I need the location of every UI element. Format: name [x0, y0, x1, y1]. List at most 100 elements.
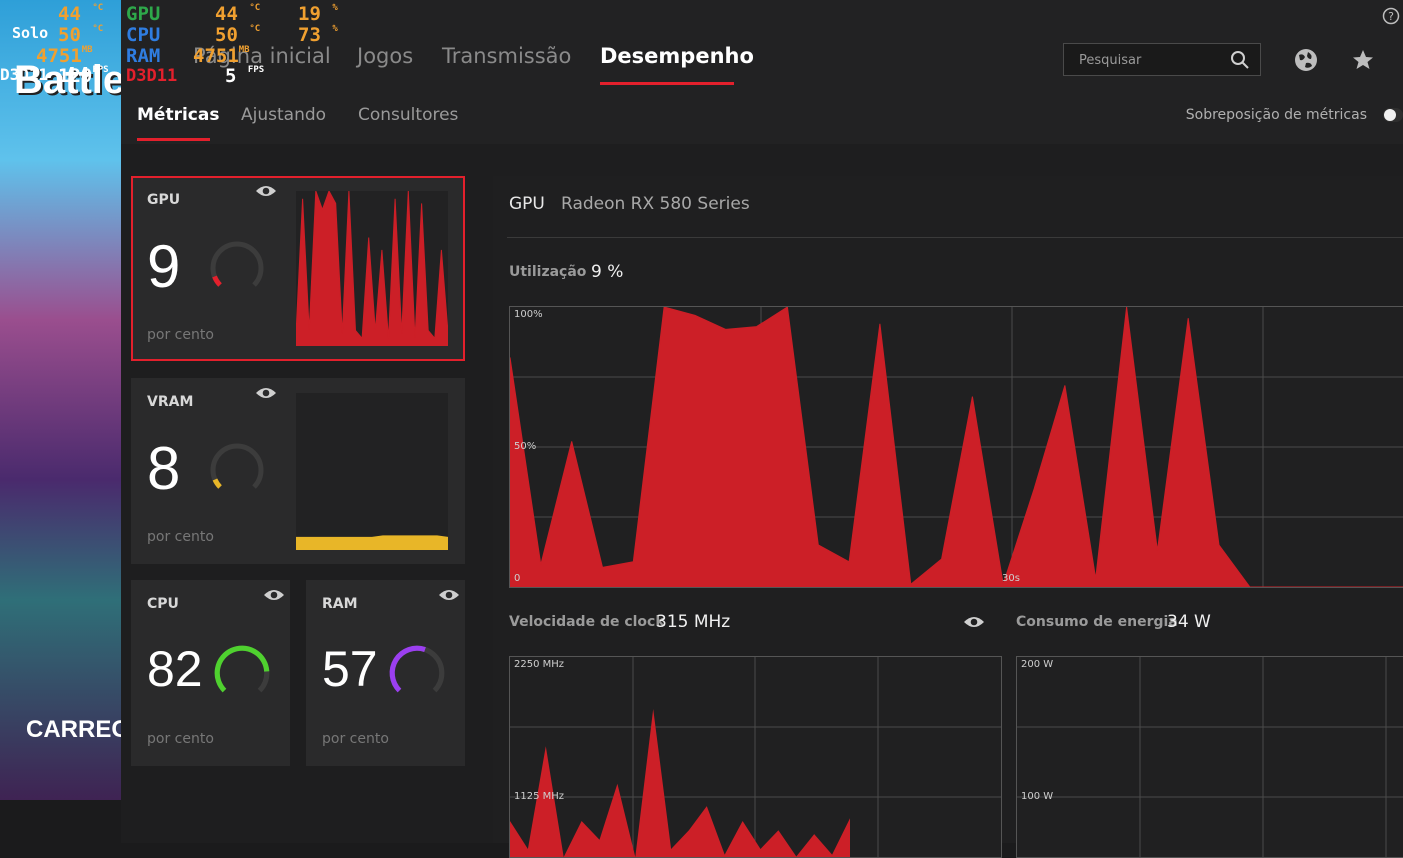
power-value: 34 W — [1167, 612, 1211, 632]
vram-gauge — [210, 443, 264, 489]
power-axis-mid: 100 W — [1021, 791, 1054, 802]
util-axis-mid: 50% — [514, 441, 537, 452]
hud-cpu-load: 73 — [298, 24, 321, 46]
hud-unit: MB — [238, 45, 250, 55]
search-box[interactable]: Pesquisar — [1063, 43, 1261, 76]
util-axis-top: 100% — [514, 309, 543, 320]
hud-left-fps: 129 — [58, 65, 93, 87]
eye-icon[interactable] — [255, 386, 277, 400]
power-grid — [1017, 657, 1403, 857]
tab-metrics[interactable]: Métricas — [137, 105, 220, 125]
hud-unit: % — [332, 3, 338, 13]
app-window: Página inicial Jogos Transmissão Desempe… — [121, 0, 1403, 858]
game-background: Battle CARREGA — [0, 0, 121, 800]
cpu-value: 82 — [147, 641, 203, 697]
sub-nav: Métricas Ajustando Consultores Sobreposi… — [121, 86, 1403, 144]
vram-unit: por cento — [147, 529, 214, 545]
hud-cpu-label: CPU — [126, 24, 161, 46]
ram-unit: por cento — [322, 731, 389, 747]
active-subtab-indicator — [137, 138, 210, 141]
metrics-overlay-toggle[interactable] — [1383, 108, 1403, 122]
power-label: Consumo de energia — [1016, 614, 1178, 630]
cpu-unit: por cento — [147, 731, 214, 747]
divider — [507, 237, 1403, 238]
ram-card-title: RAM — [322, 596, 358, 612]
hud-gpu-load: 19 — [298, 3, 321, 25]
hud-d3d-label: D3D11 — [126, 66, 178, 86]
game-logo: Battle — [14, 58, 121, 102]
metrics-overlay-label: Sobreposição de métricas — [1185, 107, 1367, 123]
active-tab-indicator — [600, 82, 734, 85]
vram-sparkline-area — [295, 535, 449, 551]
gpu-sparkline-area — [295, 189, 449, 347]
utilization-area — [510, 307, 1403, 587]
toggle-knob — [1384, 109, 1396, 121]
power-axis-top: 200 W — [1021, 659, 1054, 670]
hud-left-solo: Solo — [12, 24, 49, 42]
hud-left-temp1: 44 — [58, 3, 81, 25]
hud-unit: % — [332, 24, 338, 34]
hud-gpu-label: GPU — [126, 3, 161, 25]
detail-device-label: GPU — [509, 194, 545, 214]
clock-grid — [510, 657, 1001, 857]
gpu-sparkline — [295, 189, 449, 347]
hud-unit: FPS — [92, 65, 109, 75]
hud-unit: MB — [81, 45, 93, 55]
hud-left-mem: 4751 — [36, 45, 82, 67]
clock-axis-mid: 1125 MHz — [514, 791, 565, 802]
hud-unit: FPS — [247, 65, 265, 75]
search-icon[interactable] — [1230, 50, 1250, 70]
vram-value: 8 — [147, 435, 181, 502]
gpu-value: 9 — [147, 233, 181, 300]
tab-performance[interactable]: Desempenho — [600, 44, 754, 68]
cpu-gauge — [214, 645, 270, 693]
vram-sparkline — [295, 393, 449, 551]
clock-area — [510, 709, 850, 857]
vram-gauge-fill — [212, 478, 222, 489]
ram-card[interactable]: RAM 57 por cento — [306, 580, 465, 766]
hud-fps: 5 — [225, 65, 237, 87]
eye-icon[interactable] — [963, 615, 985, 629]
tab-games[interactable]: Jogos — [357, 44, 414, 68]
gpu-card-title: GPU — [147, 192, 181, 208]
clock-value: 315 MHz — [656, 612, 731, 632]
search-placeholder: Pesquisar — [1079, 53, 1142, 68]
ram-gauge — [389, 645, 445, 693]
eye-icon[interactable] — [255, 184, 277, 198]
clock-chart: 2250 MHz 1125 MHz — [509, 656, 1002, 858]
clock-label: Velocidade de clock — [509, 614, 665, 630]
hud-unit: °C — [92, 3, 104, 13]
hud-gpu-temp: 44 — [215, 3, 238, 25]
cpu-card[interactable]: CPU 82 por cento — [131, 580, 290, 766]
cpu-card-title: CPU — [147, 596, 179, 612]
tab-home[interactable]: Página inicial — [193, 44, 331, 68]
gpu-card[interactable]: GPU 9 por cento — [131, 176, 465, 361]
cpu-gauge-fill — [214, 645, 270, 693]
hud-unit: °C — [92, 24, 104, 34]
util-axis-bottom: 0 — [514, 573, 521, 584]
eye-icon[interactable] — [438, 588, 460, 602]
detail-device-model: Radeon RX 580 Series — [561, 194, 750, 214]
vram-card[interactable]: VRAM 8 por cento — [131, 378, 465, 564]
hud-left-api: D3D11 — [0, 65, 49, 84]
loading-text: CARREGA — [26, 716, 121, 743]
svg-text:?: ? — [1388, 10, 1394, 23]
tab-advisors[interactable]: Consultores — [358, 105, 459, 125]
gpu-gauge — [210, 241, 264, 287]
gpu-gauge-fill — [212, 275, 222, 287]
globe-icon[interactable] — [1293, 47, 1319, 73]
utilization-chart: 100% 50% 0 30s — [509, 306, 1403, 588]
eye-icon[interactable] — [263, 588, 285, 602]
star-icon[interactable] — [1351, 48, 1375, 72]
help-icon[interactable]: ? — [1382, 7, 1400, 25]
gpu-detail-panel: GPU Radeon RX 580 Series Utilização 9 % … — [493, 176, 1403, 858]
utilization-label: Utilização — [509, 264, 587, 280]
tab-tuning[interactable]: Ajustando — [241, 105, 327, 125]
hud-ram-value: 4751 — [193, 45, 239, 67]
util-time-mark: 30s — [1002, 573, 1020, 584]
hud-unit: °C — [249, 24, 261, 34]
hud-left-temp2: 50 — [58, 24, 81, 46]
clock-axis-top: 2250 MHz — [514, 659, 565, 670]
hud-ram-label: RAM — [126, 45, 161, 67]
tab-streaming[interactable]: Transmissão — [442, 44, 572, 68]
